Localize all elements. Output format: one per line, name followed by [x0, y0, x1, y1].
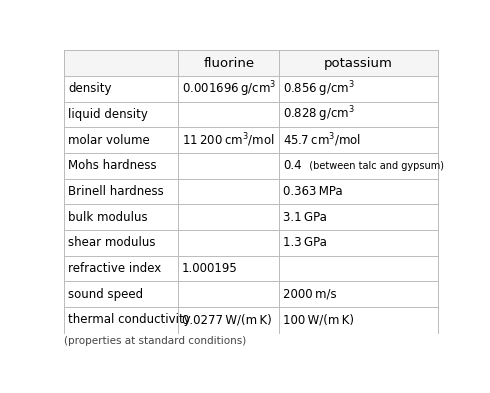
- Text: bulk modulus: bulk modulus: [68, 211, 148, 224]
- Text: 11 200 cm$^3$/mol: 11 200 cm$^3$/mol: [182, 131, 275, 149]
- Text: 0.001696 g/cm$^3$: 0.001696 g/cm$^3$: [182, 79, 276, 99]
- Text: 0.0277 W/(m K): 0.0277 W/(m K): [182, 314, 272, 327]
- Text: 1.3 GPa: 1.3 GPa: [283, 237, 327, 250]
- Text: 0.4: 0.4: [283, 159, 302, 173]
- Text: 0.828 g/cm$^3$: 0.828 g/cm$^3$: [283, 105, 355, 124]
- Text: 1.000195: 1.000195: [182, 262, 238, 275]
- Text: fluorine: fluorine: [203, 57, 254, 70]
- Text: refractive index: refractive index: [68, 262, 162, 275]
- Text: thermal conductivity: thermal conductivity: [68, 314, 191, 327]
- Text: 45.7 cm$^3$/mol: 45.7 cm$^3$/mol: [283, 131, 361, 149]
- Text: molar volume: molar volume: [68, 134, 150, 147]
- Text: (properties at standard conditions): (properties at standard conditions): [64, 336, 246, 346]
- Bar: [64, 50, 438, 76]
- Text: potassium: potassium: [324, 57, 393, 70]
- Text: 3.1 GPa: 3.1 GPa: [283, 211, 327, 224]
- Text: 0.856 g/cm$^3$: 0.856 g/cm$^3$: [283, 79, 355, 99]
- Text: density: density: [68, 82, 112, 95]
- Text: Brinell hardness: Brinell hardness: [68, 185, 164, 198]
- Text: (between talc and gypsum): (between talc and gypsum): [303, 161, 444, 171]
- Text: 0.363 MPa: 0.363 MPa: [283, 185, 343, 198]
- Text: liquid density: liquid density: [68, 108, 148, 121]
- Text: Mohs hardness: Mohs hardness: [68, 159, 157, 173]
- Text: 2000 m/s: 2000 m/s: [283, 288, 337, 301]
- Text: sound speed: sound speed: [68, 288, 144, 301]
- Text: shear modulus: shear modulus: [68, 237, 156, 250]
- Text: 100 W/(m K): 100 W/(m K): [283, 314, 354, 327]
